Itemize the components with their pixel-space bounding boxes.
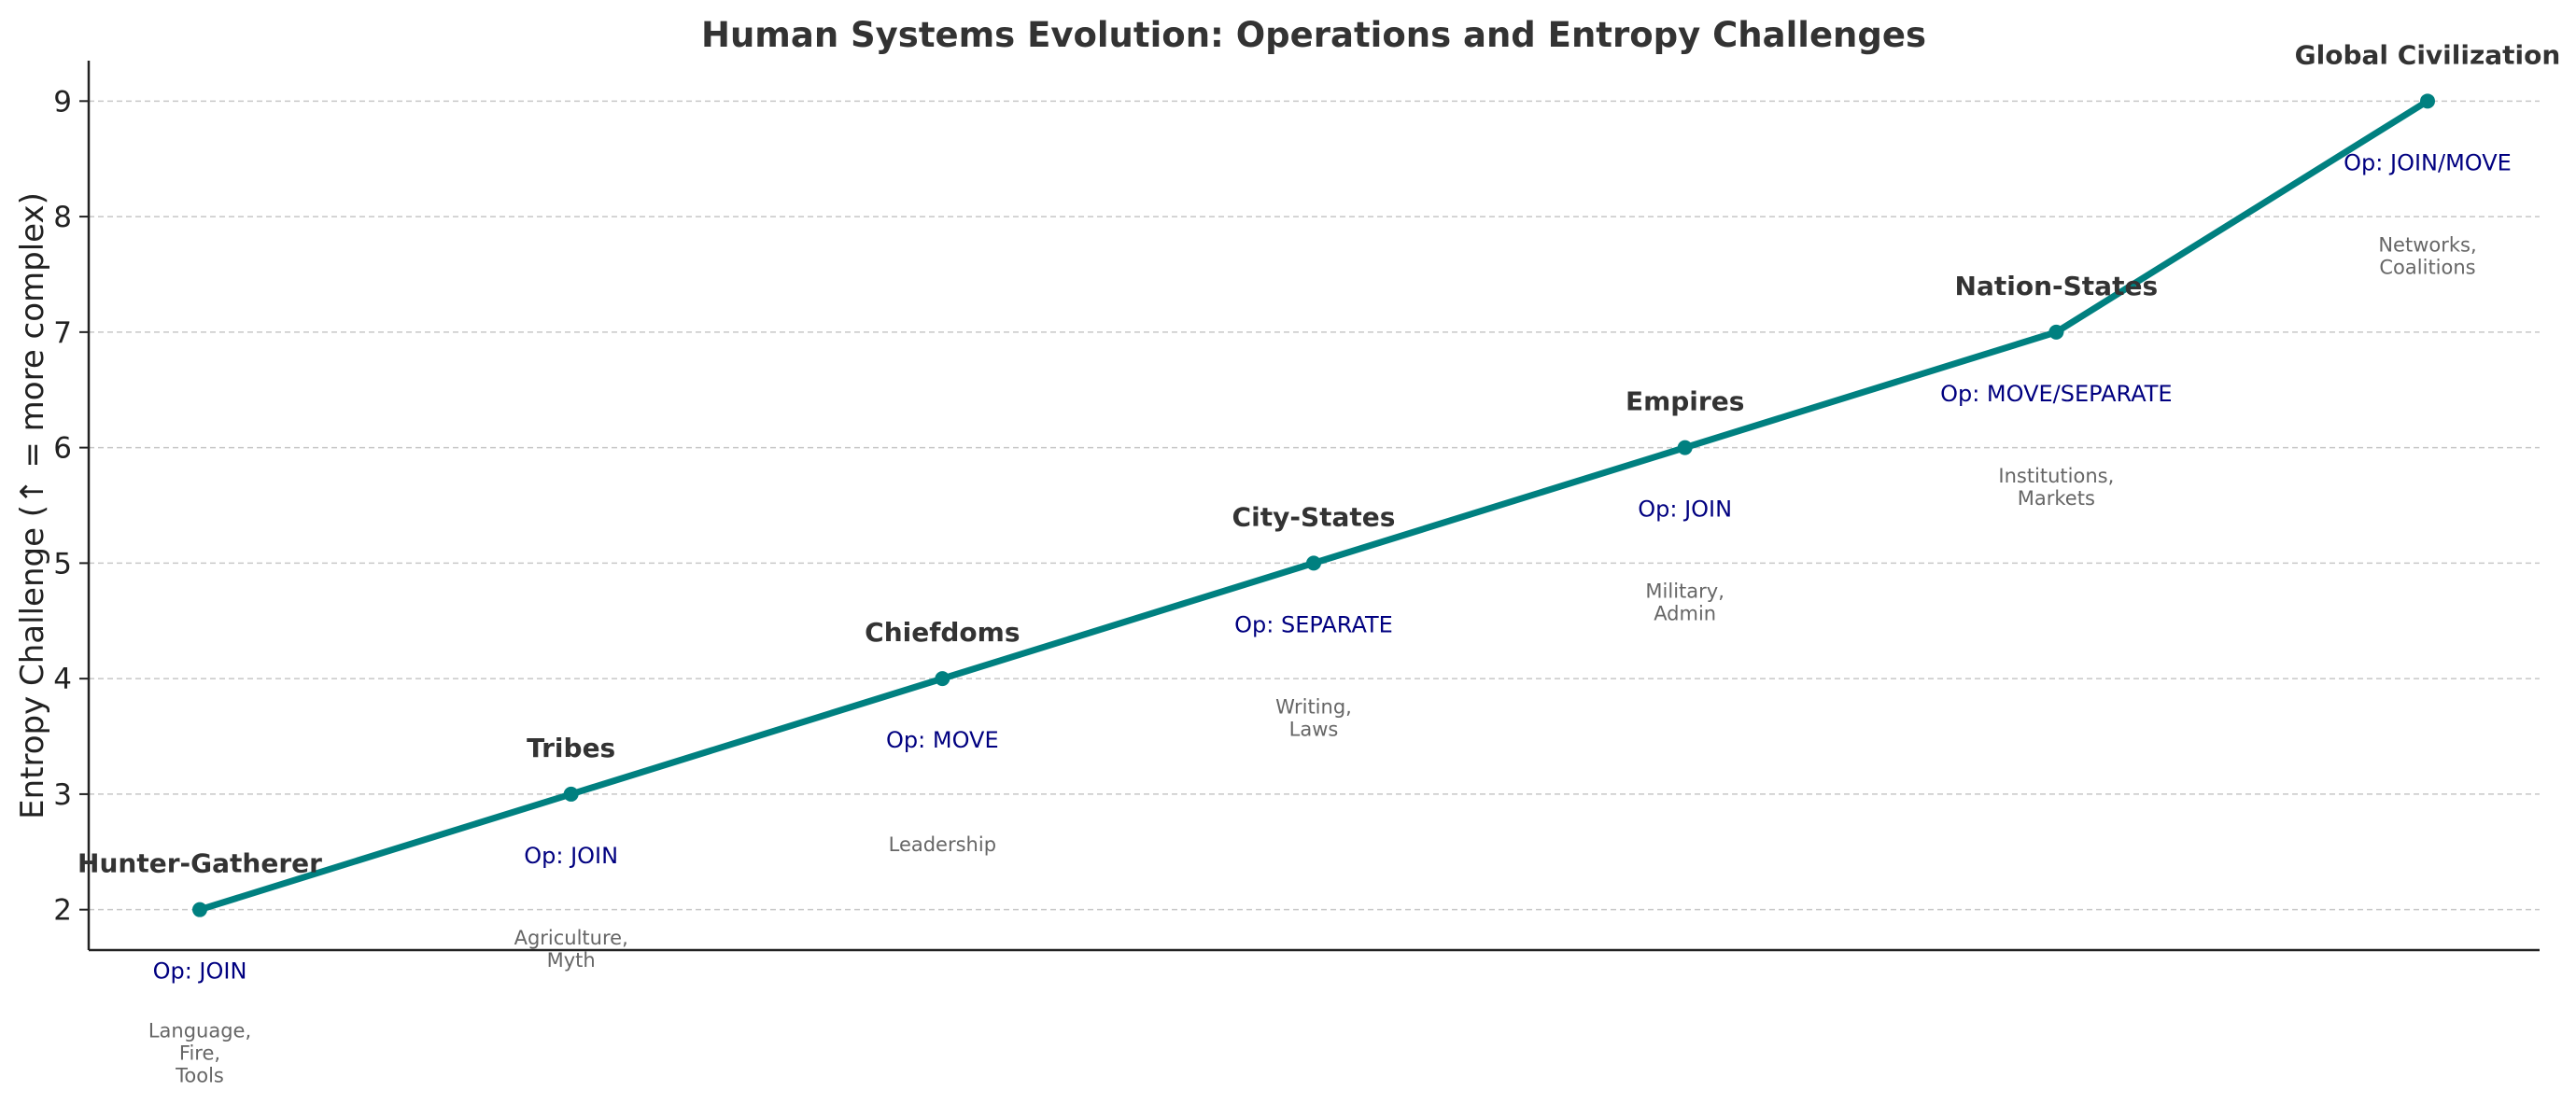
stage-label: City-States (1232, 501, 1396, 532)
y-tick-label: 8 (53, 201, 72, 234)
note-label: Coalitions (2379, 256, 2475, 278)
y-tick-label: 5 (53, 547, 72, 580)
stage-label: Global Civilization (2295, 39, 2561, 70)
note-label: Admin (1654, 603, 1716, 625)
note-label: Myth (547, 949, 596, 972)
operation-label: Op: SEPARATE (1234, 611, 1393, 637)
y-axis-label: Entropy Challenge (↑ = more complex) (14, 192, 51, 819)
axes (87, 61, 2540, 952)
data-point (1306, 555, 1321, 571)
stage-label: Nation-States (1955, 271, 2159, 301)
point-labels: Hunter-Gatherer Op: JOIN Language,Fire,Too… (77, 39, 2560, 1086)
y-tick-label: 3 (53, 778, 72, 812)
note-label: Networks, (2378, 233, 2476, 256)
operation-label: Op: JOIN/MOVE (2344, 149, 2512, 175)
data-point (2048, 324, 2064, 340)
operation-label: Op: MOVE (886, 727, 999, 753)
stage-label: Chiefdoms (865, 617, 1020, 648)
data-point (935, 671, 950, 687)
note-label: Fire, (179, 1042, 220, 1065)
stage-label: Hunter-Gatherer (77, 848, 322, 879)
operation-label: Op: JOIN (524, 843, 618, 869)
operation-label: Op: JOIN (1638, 497, 1732, 523)
data-point (192, 902, 207, 917)
data-point (1677, 440, 1693, 455)
data-point (2420, 93, 2435, 109)
note-label: Markets (2018, 487, 2095, 510)
y-tick-label: 4 (53, 663, 72, 696)
stage-label: Empires (1626, 386, 1744, 417)
y-tick-label: 7 (53, 316, 72, 350)
note-label: Institutions, (1998, 465, 2114, 487)
note-label: Agriculture, (514, 927, 628, 949)
note-label: Language, (148, 1020, 251, 1042)
note-label: Laws (1289, 718, 1339, 740)
note-label: Military, (1645, 580, 1724, 603)
note-label: Tools (175, 1065, 224, 1087)
operation-label: Op: JOIN (153, 958, 247, 985)
data-point (563, 786, 579, 802)
y-tick-label: 6 (53, 432, 72, 466)
chart-title: Human Systems Evolution: Operations and … (701, 15, 1926, 55)
y-tick-label: 9 (53, 85, 72, 119)
y-ticks: 2 3 4 5 6 7 8 9 (53, 85, 89, 928)
series (192, 93, 2435, 917)
note-label: Leadership (889, 833, 996, 856)
stage-label: Tribes (527, 733, 615, 763)
note-label: Writing, (1275, 695, 1352, 718)
y-tick-label: 2 (53, 894, 72, 928)
operation-label: Op: MOVE/SEPARATE (1940, 381, 2173, 407)
